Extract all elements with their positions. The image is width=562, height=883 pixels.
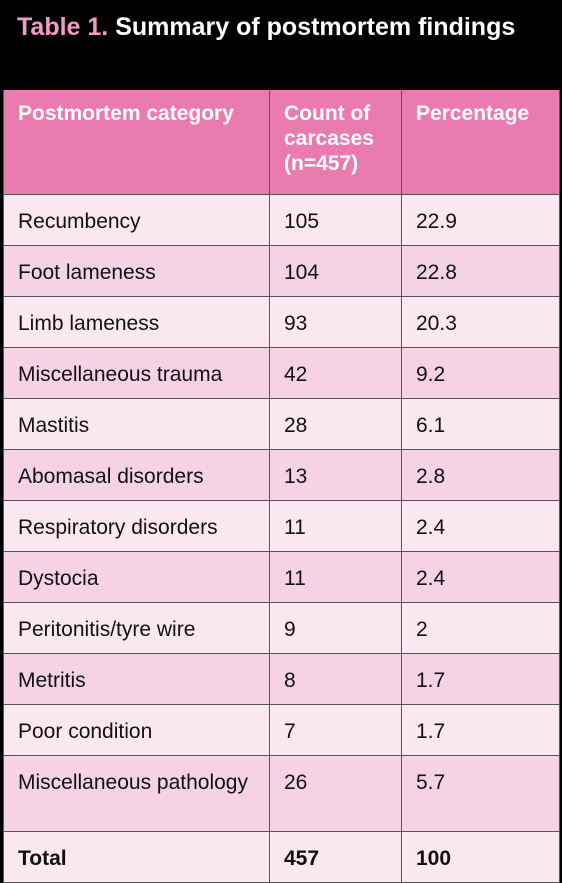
- table-row: Dystocia 11 2.4: [3, 550, 560, 603]
- row-percentage: 2: [401, 601, 560, 654]
- row-percentage: 22.9: [401, 193, 560, 246]
- row-count: 8: [269, 652, 402, 705]
- table-row: Respiratory disorders 11 2.4: [3, 499, 560, 552]
- total-count: 457: [269, 830, 402, 883]
- table-row: Peritonitis/tyre wire 9 2: [3, 601, 560, 654]
- total-percentage: 100: [401, 830, 560, 883]
- row-percentage: 9.2: [401, 346, 560, 399]
- row-percentage: 1.7: [401, 703, 560, 756]
- row-count: 9: [269, 601, 402, 654]
- table-row: Recumbency 105 22.9: [3, 193, 560, 246]
- row-percentage: 2.4: [401, 550, 560, 603]
- row-category: Mastitis: [3, 397, 270, 450]
- table-title-text: Summary of postmortem findings: [115, 13, 516, 41]
- row-category: Recumbency: [3, 193, 270, 246]
- row-count: 93: [269, 295, 402, 348]
- row-category: Peritonitis/tyre wire: [3, 601, 270, 654]
- row-category: Miscellaneous trauma: [3, 346, 270, 399]
- row-percentage: 20.3: [401, 295, 560, 348]
- table-title: Table 1. Summary of postmortem findings: [0, 0, 562, 90]
- row-count: 11: [269, 550, 402, 603]
- row-count: 104: [269, 244, 402, 297]
- findings-table: Postmortem category Count of carcases (n…: [3, 90, 560, 883]
- row-count: 26: [269, 754, 402, 832]
- row-count: 105: [269, 193, 402, 246]
- header-row: Postmortem category Count of carcases (n…: [3, 90, 560, 194]
- row-percentage: 2.8: [401, 448, 560, 501]
- header-percentage: Percentage: [401, 90, 560, 194]
- row-percentage: 2.4: [401, 499, 560, 552]
- row-percentage: 5.7: [401, 754, 560, 832]
- table-row: Mastitis 28 6.1: [3, 397, 560, 450]
- table-row: Miscellaneous pathology 26 5.7: [3, 754, 560, 832]
- table-row: Poor condition 7 1.7: [3, 703, 560, 756]
- row-count: 28: [269, 397, 402, 450]
- row-category: Dystocia: [3, 550, 270, 603]
- table-row: Limb lameness 93 20.3: [3, 295, 560, 348]
- row-category: Metritis: [3, 652, 270, 705]
- row-count: 7: [269, 703, 402, 756]
- total-label: Total: [3, 830, 270, 883]
- row-count: 13: [269, 448, 402, 501]
- row-count: 11: [269, 499, 402, 552]
- table-number-label: Table 1.: [17, 13, 109, 41]
- row-category: Poor condition: [3, 703, 270, 756]
- row-category: Abomasal disorders: [3, 448, 270, 501]
- row-count: 42: [269, 346, 402, 399]
- table-row: Foot lameness 104 22.8: [3, 244, 560, 297]
- header-count: Count of carcases (n=457): [269, 90, 402, 194]
- row-category: Limb lameness: [3, 295, 270, 348]
- row-percentage: 6.1: [401, 397, 560, 450]
- row-percentage: 1.7: [401, 652, 560, 705]
- total-row: Total 457 100: [3, 830, 560, 883]
- table-row: Abomasal disorders 13 2.8: [3, 448, 560, 501]
- row-percentage: 22.8: [401, 244, 560, 297]
- row-category: Respiratory disorders: [3, 499, 270, 552]
- table-row: Miscellaneous trauma 42 9.2: [3, 346, 560, 399]
- row-category: Miscellaneous pathology: [3, 754, 270, 832]
- table-row: Metritis 8 1.7: [3, 652, 560, 705]
- row-category: Foot lameness: [3, 244, 270, 297]
- header-category: Postmortem category: [3, 90, 270, 194]
